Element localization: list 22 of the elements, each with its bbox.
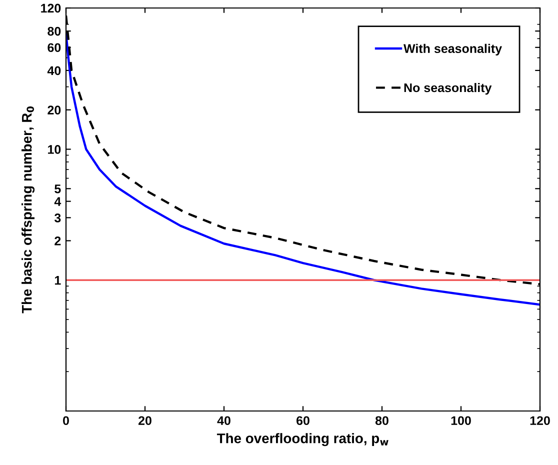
y-axis-title: The basic offspring number, R$_{0}$ xyxy=(22,106,35,314)
y-tick-label: 10 xyxy=(48,145,61,154)
legend-label: No seasonality xyxy=(404,82,492,95)
y-tick-label: 120 xyxy=(41,4,61,13)
y-tick-label: 80 xyxy=(48,26,61,36)
x-tick-label: 40 xyxy=(217,416,230,426)
y-tick-label: 5 xyxy=(54,184,61,194)
x-tick-label: 60 xyxy=(296,416,310,426)
y-tick-label: 2 xyxy=(54,236,61,246)
x-tick-label: 120 xyxy=(530,416,550,426)
y-tick-label: 4 xyxy=(54,197,62,206)
legend-label: With seasonality xyxy=(404,44,502,56)
x-tick-label: 0 xyxy=(63,416,69,426)
x-axis-title: The overflooding ratio, p$_{w}$ xyxy=(216,433,388,446)
x-tick-label: 20 xyxy=(138,416,152,426)
y-tick-label: 20 xyxy=(48,106,61,114)
y-tick-label: 60 xyxy=(48,43,61,52)
x-tick-label: 100 xyxy=(451,416,471,426)
y-tick-label: 1 xyxy=(54,276,61,285)
y-tick-label: 3 xyxy=(54,213,61,222)
y-tick-label: 40 xyxy=(47,66,61,76)
x-tick-label: 80 xyxy=(375,416,388,426)
